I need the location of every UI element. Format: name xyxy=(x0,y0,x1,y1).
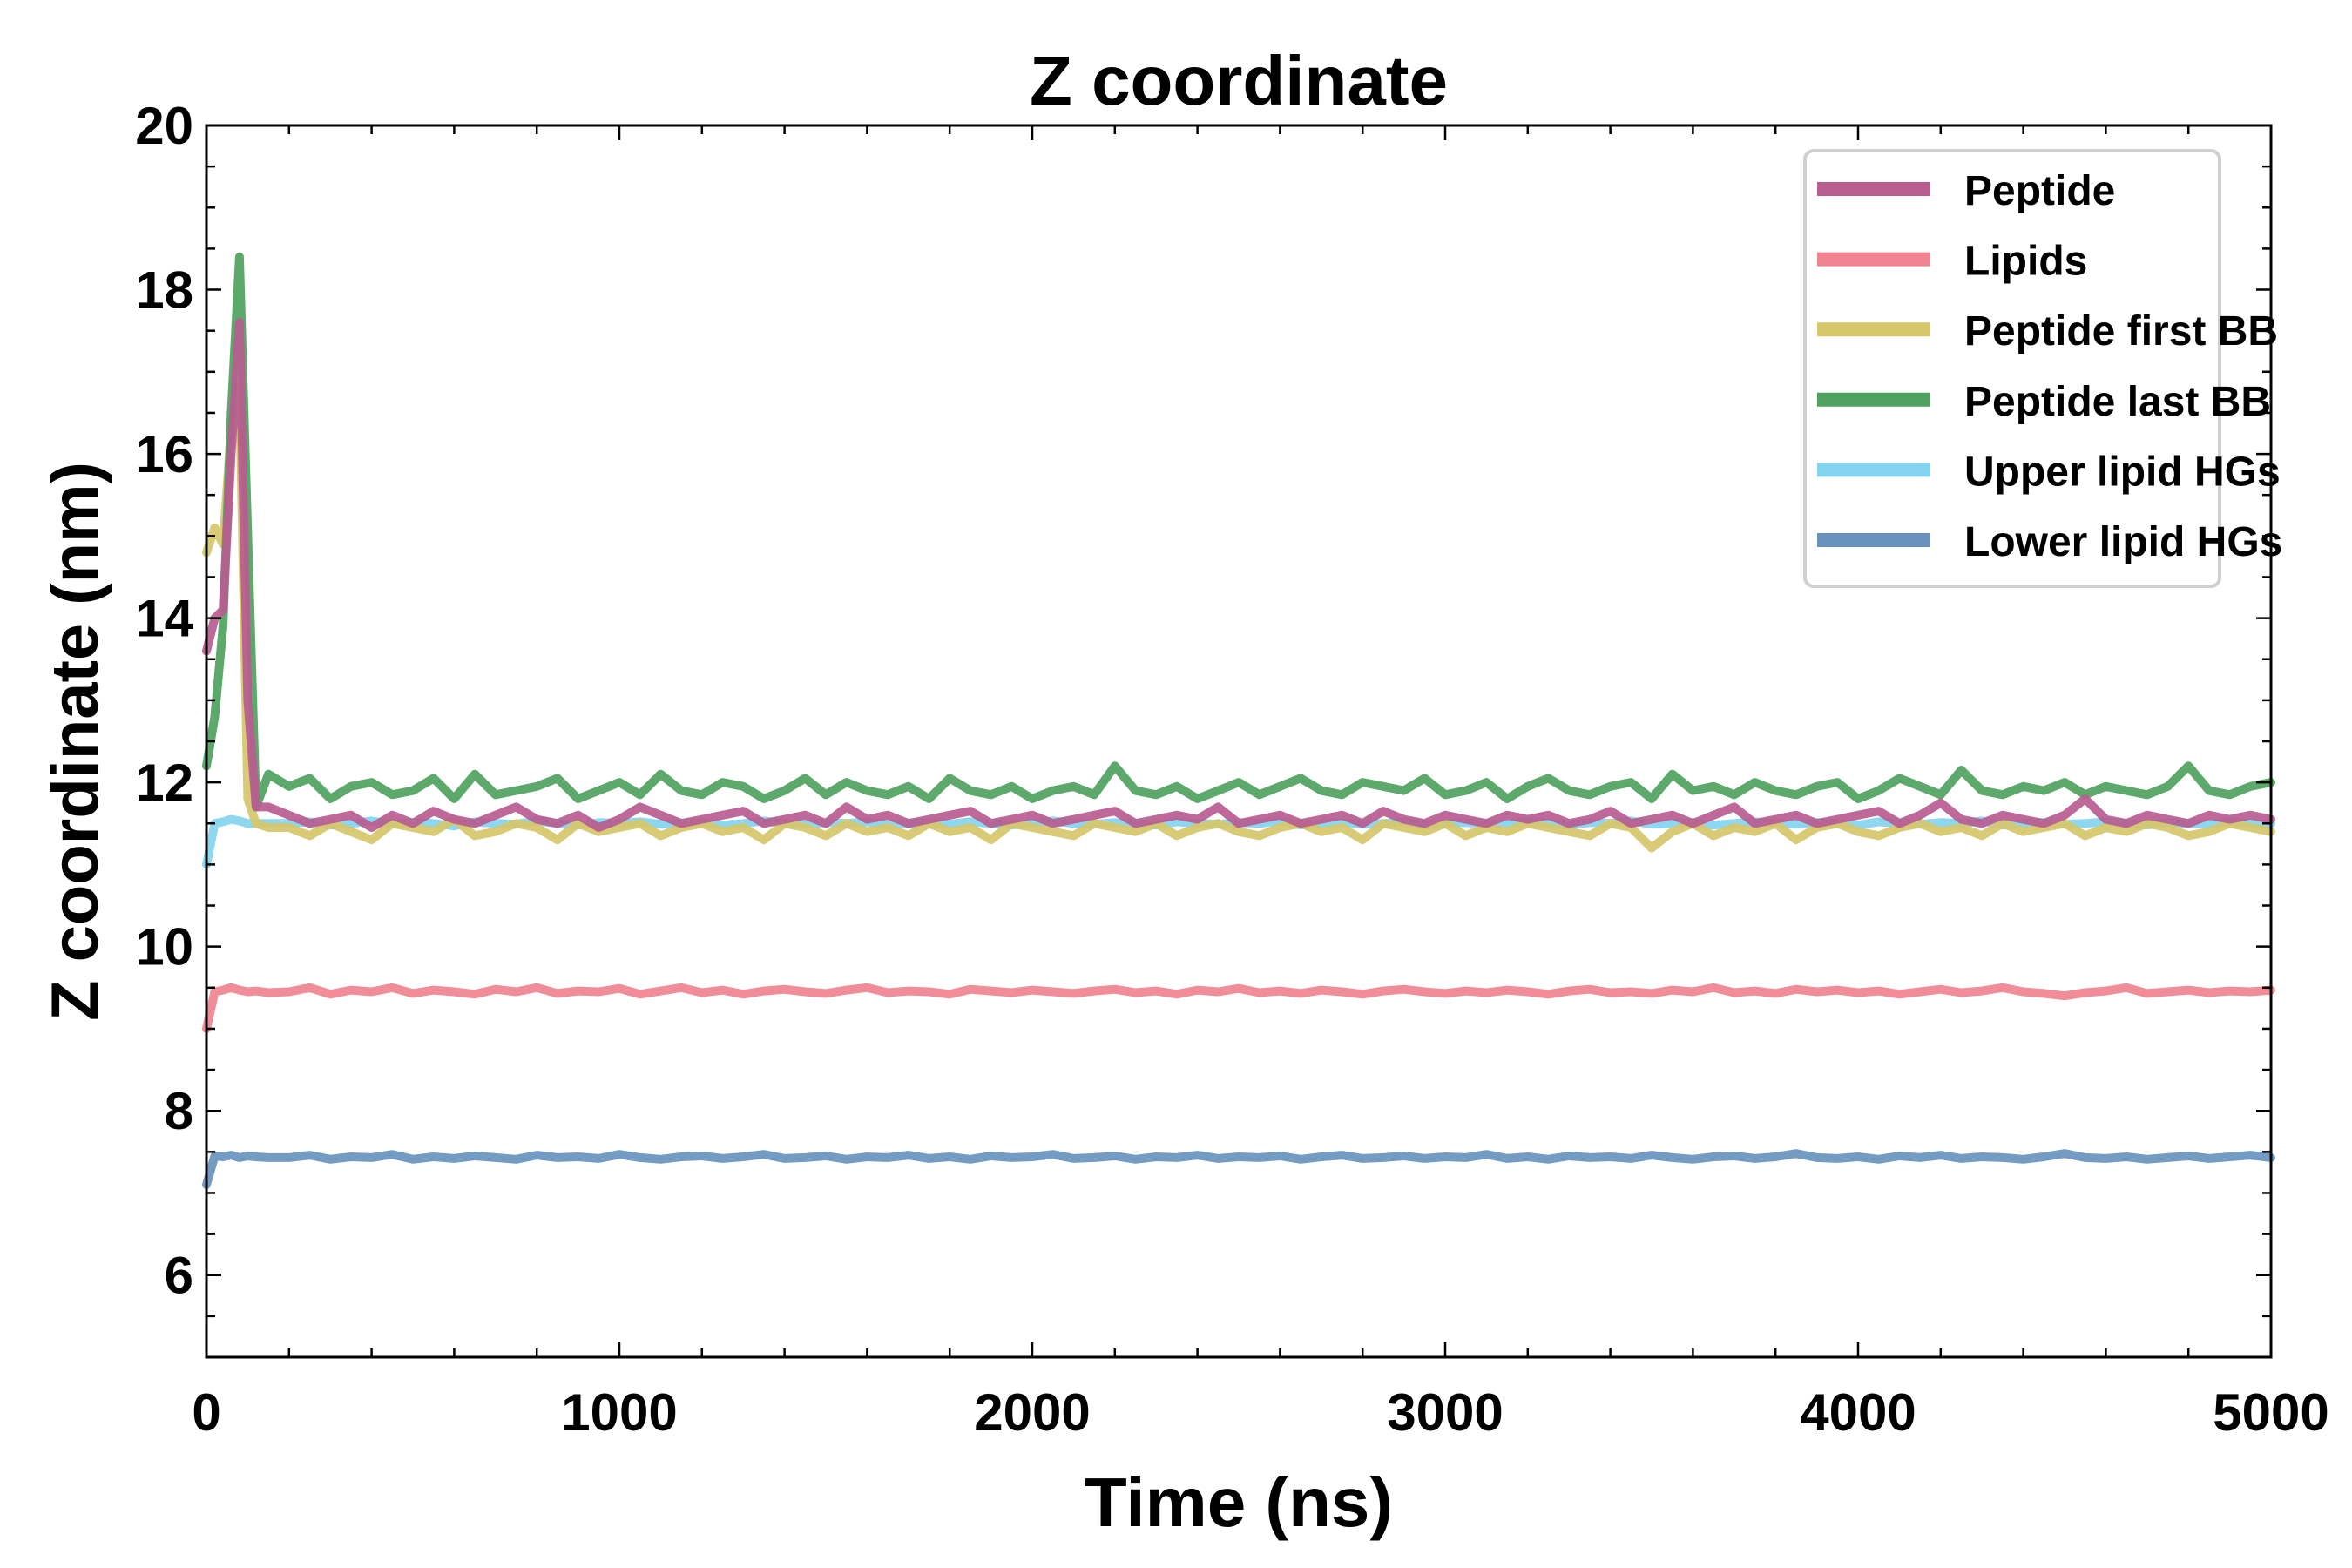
legend-label: Peptide last BB xyxy=(1964,379,2271,425)
x-tick-label: 1000 xyxy=(561,1383,677,1442)
legend-label: Upper lipid HGs xyxy=(1964,449,2281,495)
x-axis-label: Time (ns) xyxy=(1085,1463,1393,1541)
series-line-lower-lipid-hgs xyxy=(202,1149,2275,1189)
y-tick-label: 18 xyxy=(135,261,193,320)
y-axis-label: Z coordinate (nm) xyxy=(38,462,112,1021)
y-tick-label: 10 xyxy=(135,918,193,977)
series-line-peptide-last-bb xyxy=(202,252,2275,812)
legend-label: Peptide first BB xyxy=(1964,308,2278,355)
y-tick-label: 12 xyxy=(135,754,193,812)
x-tick-label: 2000 xyxy=(974,1383,1090,1442)
y-tick-label: 20 xyxy=(135,97,193,155)
series-lines xyxy=(202,252,2275,1189)
legend-label: Lipids xyxy=(1964,239,2087,285)
x-tick-label: 4000 xyxy=(1800,1383,1916,1442)
chart-title: Z coordinate xyxy=(1030,42,1448,119)
y-tick-label: 16 xyxy=(135,425,193,483)
y-tick-label: 14 xyxy=(135,590,193,648)
x-tick-label: 5000 xyxy=(2213,1383,2328,1442)
series-line-peptide-first-bb xyxy=(202,383,2275,853)
series-line-lipids xyxy=(202,983,2275,1033)
series-line-peptide xyxy=(202,318,2275,832)
plot-frame xyxy=(205,124,2273,1359)
legend-label: Lower lipid HGs xyxy=(1964,519,2282,565)
x-tick-label: 0 xyxy=(192,1383,220,1442)
x-tick-label: 3000 xyxy=(1387,1383,1503,1442)
legend: Peptide Lipids Peptide first BB Peptide las… xyxy=(1803,149,2282,588)
y-tick-label: 8 xyxy=(165,1082,193,1140)
y-tick-label: 6 xyxy=(165,1247,193,1305)
legend-label: Peptide xyxy=(1964,168,2115,214)
